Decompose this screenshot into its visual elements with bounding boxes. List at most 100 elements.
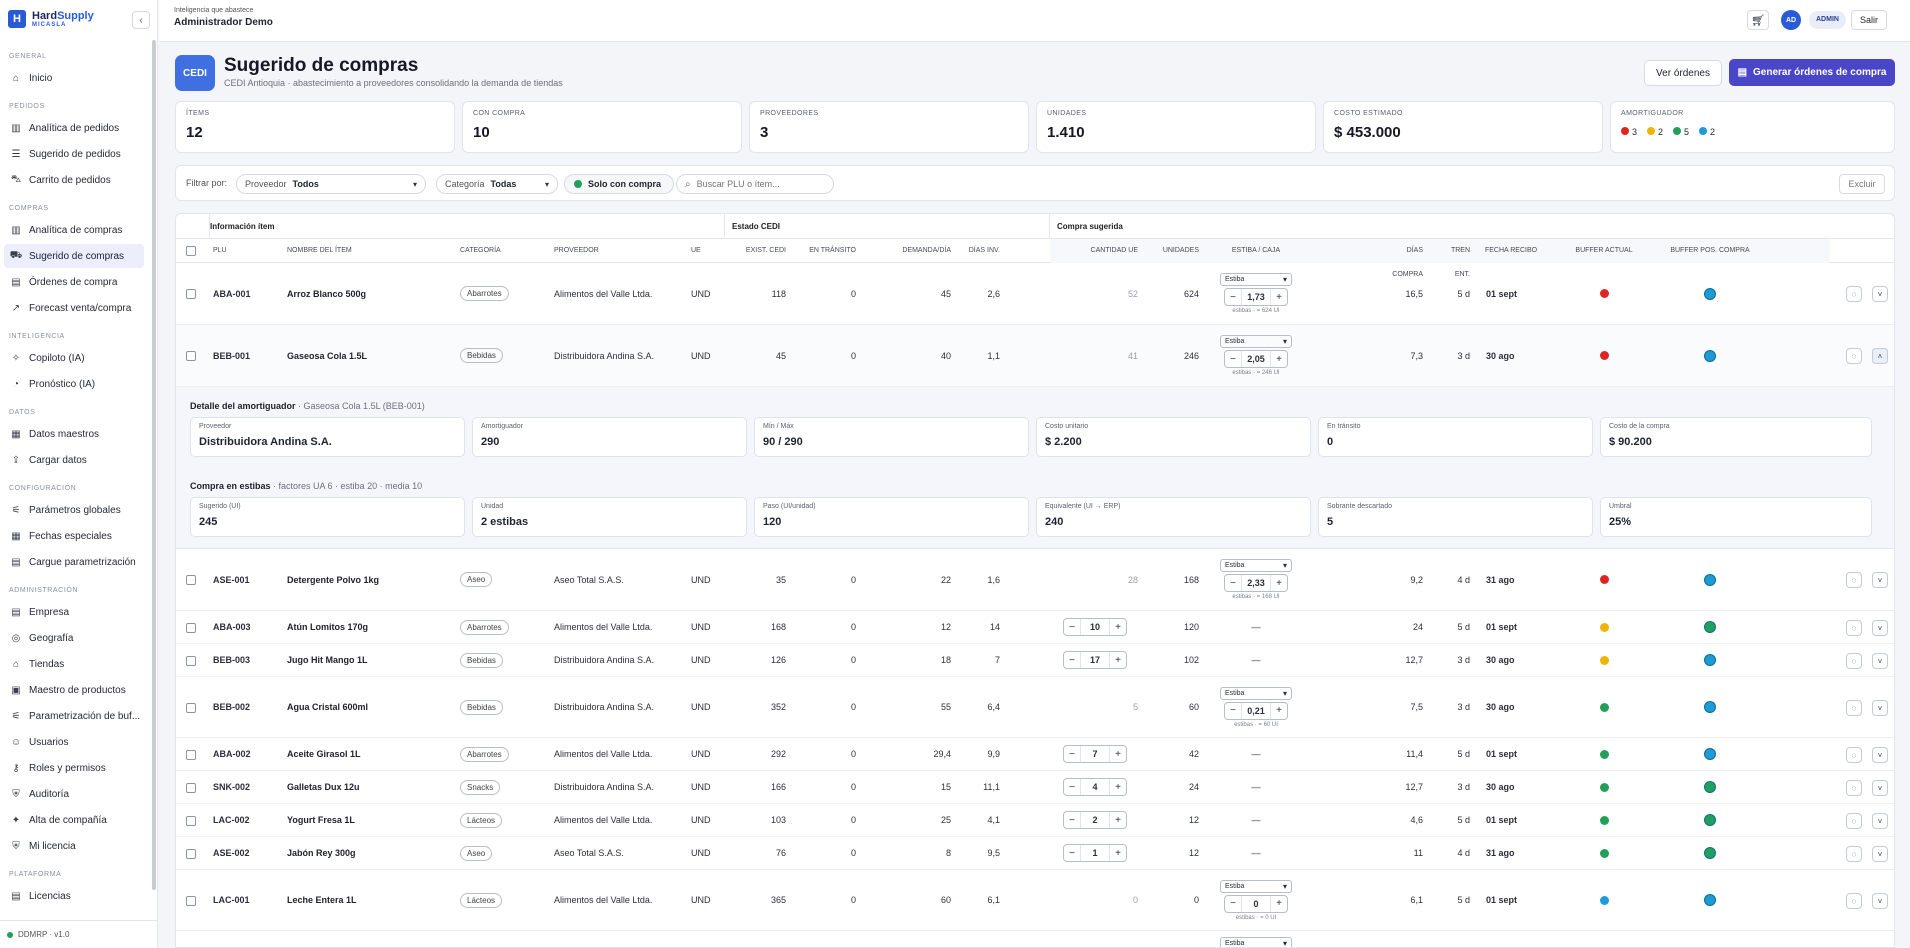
minus-button[interactable]: − (1069, 621, 1075, 633)
table-row[interactable]: ABA-001 Arroz Blanco 500g Abarrotes Aliment… (176, 263, 1894, 325)
stepper-value[interactable]: 10 (1080, 619, 1110, 635)
col-header-ue[interactable]: UE (691, 247, 701, 254)
sidebar-item-auditoria[interactable]: ⛨ Auditoría (4, 782, 144, 806)
col-header-cat[interactable]: CATEGORÍA (460, 247, 501, 254)
col-header-lead[interactable]: TREN ENT. (1450, 247, 1470, 278)
expand-row-button[interactable]: ˅ (1872, 780, 1888, 796)
expand-row-button[interactable]: ˅ (1872, 846, 1888, 862)
minus-button[interactable]: − (1069, 748, 1075, 760)
expand-row-button[interactable]: ˅ (1872, 893, 1888, 909)
estiba-select[interactable]: Estiba ▾ (1220, 879, 1292, 893)
estiba-select[interactable]: Estiba ▾ (1220, 937, 1292, 947)
sidebar-item-alta-de-compania[interactable]: ✦ Alta de compañía (4, 808, 144, 832)
sidebar-item-analitica-de-pedidos[interactable]: ▥ Analítica de pedidos (4, 116, 144, 140)
category-select[interactable]: Categoría Todas ▾ (436, 174, 558, 194)
comment-button[interactable]: ◌ (1846, 572, 1862, 588)
sidebar-item-parametrizacion-de-buf[interactable]: ⚟ Parametrización de buf... (4, 704, 144, 728)
col-header-demand[interactable]: DEMANDA/DÍA (902, 247, 951, 254)
expand-row-button[interactable]: ˄ (1872, 348, 1888, 364)
logout-button[interactable]: Salir (1851, 10, 1887, 30)
col-header-name[interactable]: NOMBRE DEL ÍTEM (287, 247, 352, 254)
col-header-buf-now[interactable]: BUFFER ACTUAL (1575, 247, 1633, 254)
avatar[interactable]: AD (1781, 10, 1801, 30)
sidebar-item-fechas-especiales[interactable]: ▦ Fechas especiales (4, 524, 144, 548)
search-box[interactable]: ⌕ (676, 174, 834, 194)
expand-row-button[interactable]: ˅ (1872, 286, 1888, 302)
col-header-units[interactable]: UNIDADES (1162, 247, 1199, 254)
col-header-qty-ue[interactable]: CANTIDAD UE (1090, 247, 1138, 254)
table-row[interactable]: BEB-002 Agua Cristal 600ml Bebidas Distribu… (176, 677, 1894, 738)
table-row[interactable]: BEB-003 Jugo Hit Mango 1L Bebidas Distribui… (176, 644, 1894, 677)
row-checkbox[interactable] (186, 351, 196, 361)
table-row[interactable]: Estiba ▾ (176, 931, 1894, 947)
cart-button[interactable]: 🛒︎ (1747, 10, 1769, 30)
plus-button[interactable]: + (1115, 748, 1121, 760)
plus-button[interactable]: + (1276, 898, 1282, 909)
row-checkbox[interactable] (186, 656, 196, 666)
minus-button[interactable]: − (1230, 577, 1236, 589)
col-header-plu[interactable]: PLU (213, 247, 227, 254)
plus-button[interactable]: + (1115, 814, 1121, 826)
comment-button[interactable]: ◌ (1846, 286, 1862, 302)
col-header-days-inv[interactable]: DÍAS INV. (968, 247, 1000, 254)
sidebar-item-carrito-de-pedidos[interactable]: ⛍ Carrito de pedidos (4, 168, 144, 192)
comment-button[interactable]: ◌ (1846, 348, 1862, 364)
estiba-select[interactable]: Estiba ▾ (1220, 335, 1292, 348)
sidebar-item-copiloto-ia[interactable]: ✧ Copiloto (IA) (4, 346, 144, 370)
minus-button[interactable]: − (1069, 814, 1075, 826)
expand-row-button[interactable]: ˅ (1872, 620, 1888, 636)
stepper-value[interactable]: 0,21 (1241, 702, 1271, 719)
sidebar-item-sugerido-de-pedidos[interactable]: ☰ Sugerido de pedidos (4, 142, 144, 166)
minus-button[interactable]: − (1230, 705, 1236, 716)
stepper-value[interactable]: 0 (1241, 895, 1271, 912)
provider-select[interactable]: Proveedor Todos ▾ (236, 174, 426, 194)
sidebar-item-analitica-de-compras[interactable]: ▥ Analítica de compras (4, 218, 144, 242)
comment-button[interactable]: ◌ (1846, 700, 1862, 716)
stepper-value[interactable]: 2,05 (1241, 351, 1271, 367)
table-row[interactable]: LAC-001 Leche Entera 1L Lácteos Alimentos d… (176, 870, 1894, 931)
table-row[interactable]: ABA-003 Atún Lomitos 170g Abarrotes Aliment… (176, 611, 1894, 644)
col-header-exist[interactable]: EXIST. CEDI (745, 247, 786, 254)
table-row[interactable]: ASE-002 Jabón Rey 300g Aseo Aseo Total S.A.… (176, 837, 1894, 870)
minus-button[interactable]: − (1230, 898, 1236, 909)
comment-button[interactable]: ◌ (1846, 813, 1862, 829)
stepper-value[interactable]: 1,73 (1241, 289, 1271, 305)
sidebar-item-inicio[interactable]: ⌂ Inicio (4, 66, 144, 90)
expand-row-button[interactable]: ˅ (1872, 700, 1888, 716)
stepper-value[interactable]: 17 (1080, 652, 1110, 668)
expand-row-button[interactable]: ˅ (1872, 572, 1888, 588)
col-header-buf-after[interactable]: BUFFER POS. COMPRA (1670, 247, 1750, 254)
sidebar-item-cargar-datos[interactable]: ⇪ Cargar datos (4, 448, 144, 472)
plus-button[interactable]: + (1276, 353, 1282, 365)
row-checkbox[interactable] (186, 750, 196, 760)
expand-row-button[interactable]: ˅ (1872, 653, 1888, 669)
generate-orders-button[interactable]: ▤ Generar órdenes de compra (1729, 59, 1895, 86)
minus-button[interactable]: − (1230, 353, 1236, 365)
brand-logo[interactable]: H HardSupply MICASLA (8, 10, 94, 28)
col-header-prov[interactable]: PROVEEDOR (554, 247, 599, 254)
comment-button[interactable]: ◌ (1846, 846, 1862, 862)
sidebar-item-tiendas[interactable]: ⌂ Tiendas (4, 652, 144, 676)
stepper-value[interactable]: 7 (1080, 746, 1110, 762)
comment-button[interactable]: ◌ (1846, 653, 1862, 669)
comment-button[interactable]: ◌ (1846, 893, 1862, 909)
only-purchase-toggle[interactable]: Solo con compra (564, 174, 674, 194)
sidebar-item-pronostico-ia[interactable]: ◔ Pronóstico (IA) (4, 372, 144, 396)
comment-button[interactable]: ◌ (1846, 747, 1862, 763)
stepper-value[interactable]: 2 (1080, 812, 1110, 828)
sidebar-item-maestro-de-productos[interactable]: ▣ Maestro de productos (4, 678, 144, 702)
sidebar-item-usuarios[interactable]: ☺ Usuarios (4, 730, 144, 754)
stepper-value[interactable]: 4 (1080, 779, 1110, 795)
sidebar-item-sugerido-de-compras[interactable]: ⛟ Sugerido de compras (4, 244, 144, 268)
table-row[interactable]: SNK-002 Galletas Dux 12u Snacks Distribuido… (176, 771, 1894, 804)
row-checkbox[interactable] (186, 849, 196, 859)
sidebar-scrollbar[interactable] (152, 40, 156, 890)
row-checkbox[interactable] (186, 623, 196, 633)
table-row[interactable]: ASE-001 Detergente Polvo 1kg Aseo Aseo Tota… (176, 549, 1894, 611)
comment-button[interactable]: ◌ (1846, 780, 1862, 796)
plus-button[interactable]: + (1115, 621, 1121, 633)
plus-button[interactable]: + (1115, 847, 1121, 859)
table-row[interactable]: ABA-002 Aceite Girasol 1L Abarrotes Aliment… (176, 738, 1894, 771)
sidebar-item-cargue-parametrizacion[interactable]: ▤ Cargue parametrización (4, 550, 144, 574)
stepper-value[interactable]: 2,33 (1241, 575, 1271, 591)
